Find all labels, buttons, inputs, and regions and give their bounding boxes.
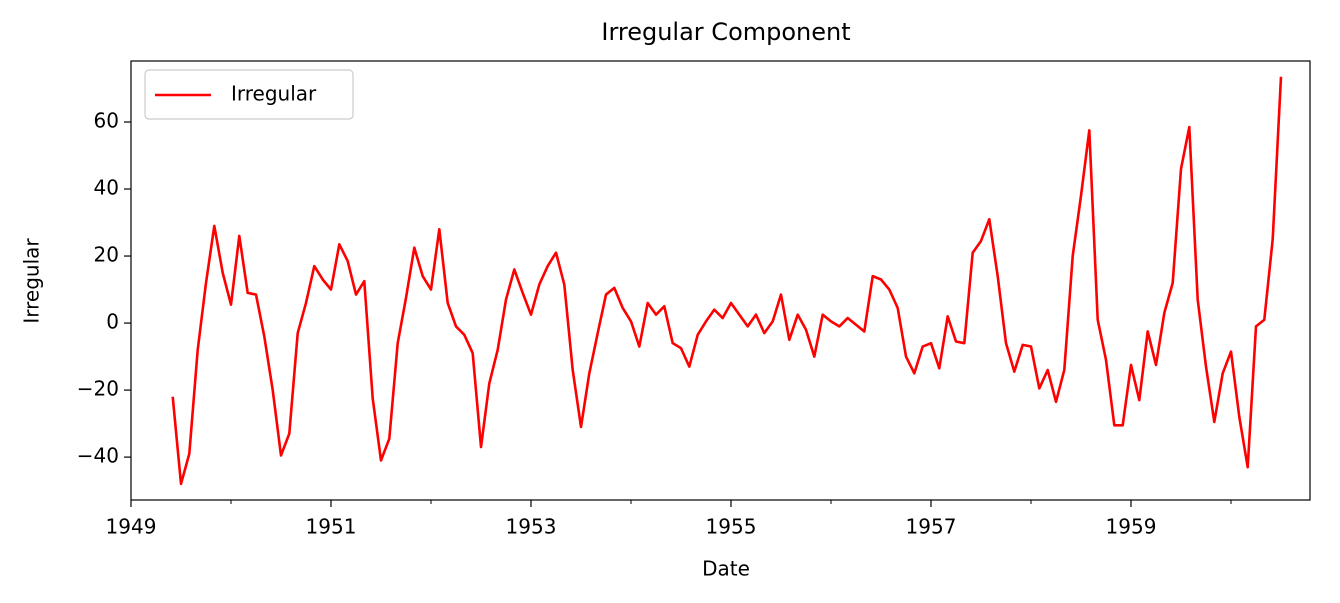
legend-label: Irregular bbox=[231, 82, 317, 106]
legend-box bbox=[144, 69, 354, 120]
y-tick-label: 0 bbox=[106, 310, 119, 334]
x-tick-label: 1955 bbox=[706, 515, 757, 539]
x-tick-label: 1949 bbox=[106, 515, 157, 539]
x-tick-label: 1959 bbox=[1106, 515, 1157, 539]
y-tick-label: −20 bbox=[77, 377, 119, 401]
x-axis-label: Date bbox=[702, 557, 750, 581]
y-tick-label: 60 bbox=[94, 108, 119, 132]
y-tick-label: 40 bbox=[94, 176, 119, 200]
x-tick-label: 1957 bbox=[906, 515, 957, 539]
y-axis-label: Irregular bbox=[20, 238, 44, 324]
chart-title: Irregular Component bbox=[601, 18, 850, 46]
x-tick-label: 1953 bbox=[506, 515, 557, 539]
y-tick-label: 20 bbox=[94, 243, 119, 267]
y-tick-label: −40 bbox=[77, 444, 119, 468]
series-line bbox=[171, 76, 1283, 486]
x-tick-label: 1951 bbox=[306, 515, 357, 539]
plot-frame bbox=[130, 60, 1311, 501]
